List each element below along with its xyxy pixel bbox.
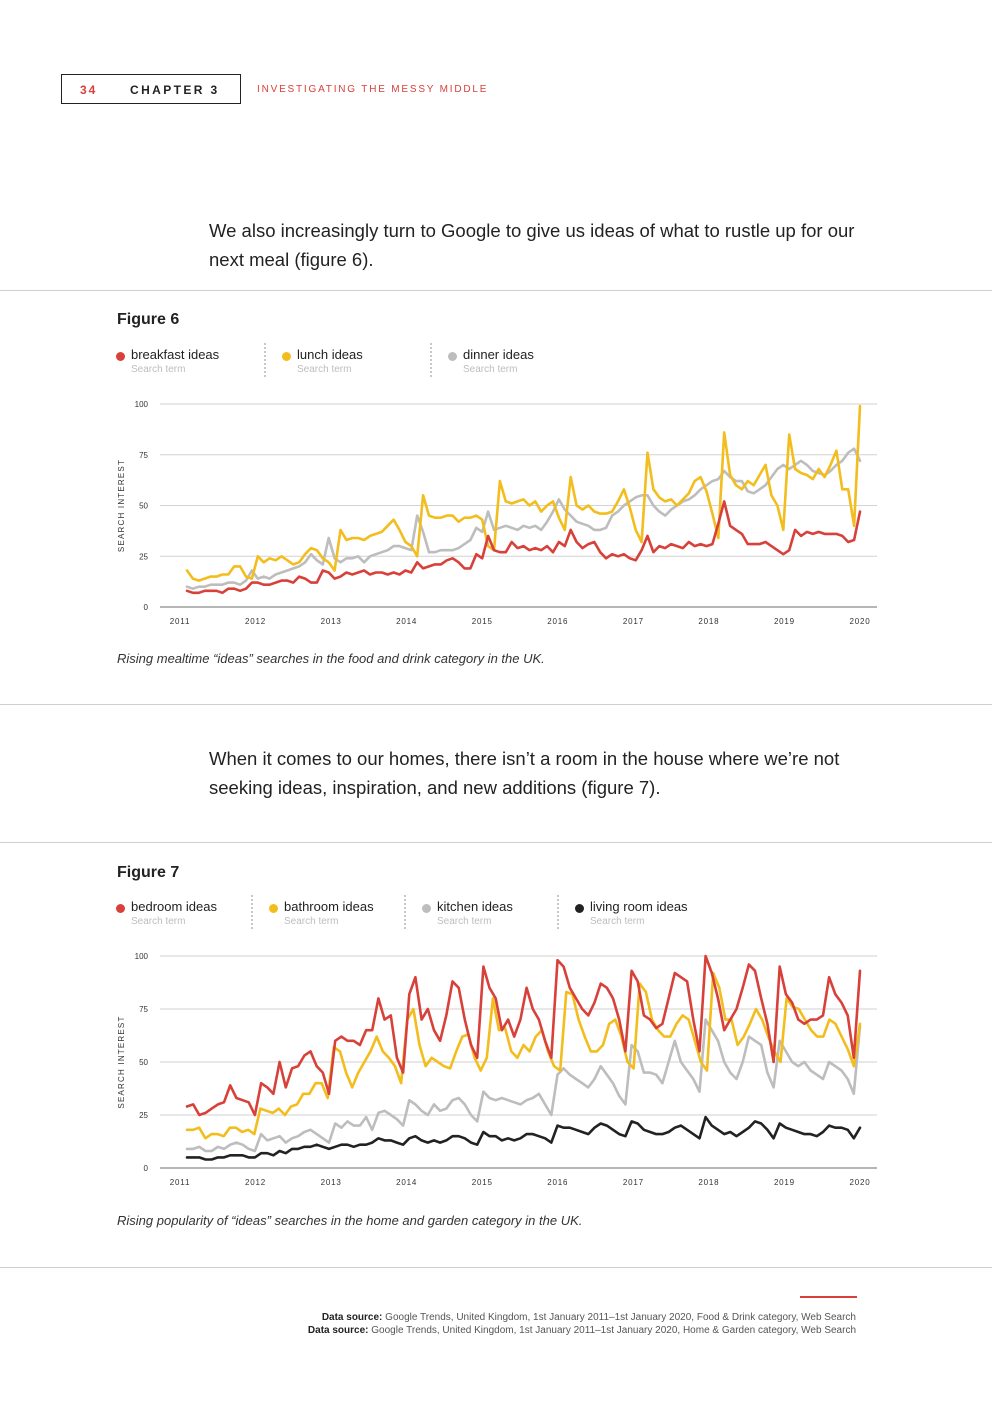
y-axis-label: SEARCH INTEREST [117,1015,126,1108]
data-source-2: Data source: Google Trends, United Kingd… [307,1325,856,1336]
y-tick-label: 50 [139,1058,148,1067]
page-number: 34 [80,83,98,97]
y-tick-label: 0 [144,603,149,612]
x-tick-label: 2017 [623,1178,644,1187]
x-tick-label: 2012 [245,617,266,626]
legend-label: bedroom ideas [131,899,217,914]
y-tick-label: 25 [139,1111,148,1120]
x-tick-label: 2019 [774,617,795,626]
series-line-dinner-ideas [185,447,862,590]
legend-separator [557,895,559,929]
legend-label: bathroom ideas [284,899,374,914]
divider [0,842,992,843]
figure-7-caption: Rising popularity of “ideas” searches in… [117,1213,583,1228]
legend-sublabel: Search term [131,916,186,927]
legend-label: lunch ideas [297,347,363,362]
y-tick-label: 0 [144,1164,149,1173]
series-line-breakfast-ideas [185,500,862,595]
chapter-label: CHAPTER 3 [130,83,220,97]
figure-7-title: Figure 7 [117,864,180,881]
legend-sublabel: Search term [131,364,186,375]
legend-label: dinner ideas [463,347,534,362]
series-line-living-room-ideas [185,1115,862,1161]
x-tick-label: 2013 [321,1178,342,1187]
y-tick-label: 50 [139,502,148,511]
legend-dot-icon [282,352,291,361]
legend-label: living room ideas [590,899,688,914]
x-tick-label: 2013 [321,617,342,626]
legend-dot-icon [116,904,125,913]
divider [0,290,992,291]
legend-sublabel: Search term [590,916,645,927]
middle-paragraph: When it comes to our homes, there isn’t … [209,748,840,798]
x-tick-label: 2015 [472,617,493,626]
y-tick-label: 100 [135,400,149,409]
y-tick-label: 75 [139,451,148,460]
legend-separator [430,343,432,377]
x-tick-label: 2011 [170,1178,190,1187]
x-tick-label: 2018 [698,617,719,626]
x-tick-label: 2016 [547,617,568,626]
legend-separator [404,895,406,929]
legend-label: breakfast ideas [131,347,220,362]
y-tick-label: 25 [139,552,148,561]
intro-paragraph: We also increasingly turn to Google to g… [209,220,855,270]
legend-sublabel: Search term [297,364,352,375]
legend-dot-icon [575,904,584,913]
divider [0,704,992,705]
legend-sublabel: Search term [284,916,339,927]
y-tick-label: 75 [139,1005,148,1014]
x-tick-label: 2015 [472,1178,493,1187]
legend-dot-icon [116,352,125,361]
header-box [61,74,241,104]
divider [0,1267,992,1268]
y-tick-label: 100 [135,952,149,961]
legend-separator [251,895,253,929]
x-tick-label: 2012 [245,1178,266,1187]
legend-sublabel: Search term [463,364,518,375]
footer-accent-line [800,1296,857,1298]
legend-dot-icon [269,904,278,913]
figure-6-caption: Rising mealtime “ideas” searches in the … [117,651,545,666]
x-tick-label: 2011 [170,617,190,626]
x-tick-label: 2020 [850,1178,871,1187]
series-line-bedroom-ideas [185,954,862,1117]
series-line-lunch-ideas [185,404,862,582]
y-axis-label: SEARCH INTEREST [117,459,126,552]
x-tick-label: 2020 [850,617,871,626]
x-tick-label: 2014 [396,1178,417,1187]
legend-dot-icon [448,352,457,361]
legend-label: kitchen ideas [437,899,513,914]
figure-6-title: Figure 6 [117,311,180,328]
section-title: INVESTIGATING THE MESSY MIDDLE [257,84,489,95]
data-source-1: Data source: Google Trends, United Kingd… [321,1312,856,1323]
figure-6-chart: 0 25 50 75 100 SEARCH INTEREST 2011 2012 2013 201… [117,400,877,626]
x-tick-label: 2016 [547,1178,568,1187]
x-tick-label: 2017 [623,617,644,626]
legend-separator [264,343,266,377]
x-tick-label: 2014 [396,617,417,626]
series-line-kitchen-ideas [185,1018,862,1153]
series-line-bathroom-ideas [185,971,862,1140]
x-tick-label: 2018 [698,1178,719,1187]
x-tick-label: 2019 [774,1178,795,1187]
figure-7-chart: 0 25 50 75 100 SEARCH INTEREST 2011 2012 2013 201… [117,952,877,1187]
legend-dot-icon [422,904,431,913]
legend-sublabel: Search term [437,916,492,927]
